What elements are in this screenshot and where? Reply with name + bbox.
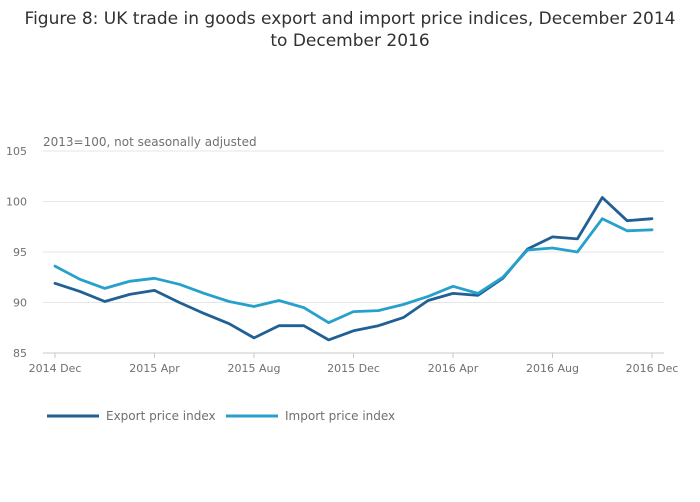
export-data-point[interactable]	[549, 233, 557, 241]
export-data-point[interactable]	[648, 215, 656, 223]
import-data-point[interactable]	[598, 215, 606, 223]
y-tick-label-95: 95	[13, 246, 27, 259]
import-data-point[interactable]	[474, 289, 482, 297]
x-tick-label: 2016 Apr	[428, 362, 479, 375]
import-data-point[interactable]	[449, 282, 457, 290]
import-data-point[interactable]	[524, 246, 532, 254]
export-data-point[interactable]	[175, 299, 183, 307]
legend-item-export[interactable]: Export price index	[47, 409, 216, 423]
export-data-point[interactable]	[76, 287, 84, 295]
import-data-point[interactable]	[51, 262, 59, 270]
import-data-point[interactable]	[225, 297, 233, 305]
export-data-point[interactable]	[200, 310, 208, 318]
series-export	[51, 193, 656, 344]
export-data-point[interactable]	[374, 322, 382, 330]
import-data-point[interactable]	[350, 308, 358, 316]
import-data-point[interactable]	[101, 284, 109, 292]
grid-lines	[43, 150, 664, 303]
series-import	[51, 215, 656, 327]
import-data-point[interactable]	[424, 292, 432, 300]
export-data-point[interactable]	[598, 193, 606, 201]
axes: 85 90 95 100 105 2014 Dec 2015 Apr 2015 Aug 2015…	[6, 145, 678, 375]
import-data-point[interactable]	[151, 274, 159, 282]
import-data-point[interactable]	[325, 319, 333, 327]
x-tick-label: 2016 Dec	[626, 362, 679, 375]
legend[interactable]: Export price index Import price index	[47, 409, 395, 423]
import-data-point[interactable]	[499, 273, 507, 281]
chart-note: 2013=100, not seasonally adjusted	[43, 135, 257, 149]
legend-label: Export price index	[106, 409, 216, 423]
export-data-point[interactable]	[250, 334, 258, 342]
export-data-point[interactable]	[399, 314, 407, 322]
legend-label: Import price index	[285, 409, 395, 423]
import-data-point[interactable]	[648, 226, 656, 234]
plot-area	[51, 193, 656, 344]
import-data-point[interactable]	[250, 303, 258, 311]
export-data-point[interactable]	[275, 322, 283, 330]
export-data-point[interactable]	[126, 290, 134, 298]
import-data-point[interactable]	[200, 289, 208, 297]
x-tick-label: 2016 Aug	[526, 362, 579, 375]
export-data-point[interactable]	[300, 322, 308, 330]
import-data-point[interactable]	[300, 304, 308, 312]
export-data-point[interactable]	[325, 336, 333, 344]
import-data-point[interactable]	[275, 296, 283, 304]
y-tick-label-85: 85	[13, 347, 27, 360]
export-data-point[interactable]	[449, 289, 457, 297]
export-data-point[interactable]	[225, 320, 233, 328]
x-tick-label: 2015 Dec	[327, 362, 380, 375]
export-data-point[interactable]	[350, 327, 358, 335]
import-data-point[interactable]	[76, 275, 84, 283]
x-tick-label: 2015 Aug	[228, 362, 281, 375]
import-data-point[interactable]	[175, 280, 183, 288]
y-tick-label-90: 90	[13, 297, 27, 310]
export-data-point[interactable]	[573, 235, 581, 243]
export-data-point[interactable]	[151, 286, 159, 294]
import-data-point[interactable]	[374, 307, 382, 315]
export-data-point[interactable]	[623, 217, 631, 225]
x-tick-label: 2014 Dec	[29, 362, 82, 375]
y-tick-label-105: 105	[6, 145, 27, 158]
x-tick-label: 2015 Apr	[129, 362, 180, 375]
export-price-line	[53, 196, 654, 342]
import-price-line	[53, 217, 654, 325]
import-data-point[interactable]	[623, 227, 631, 235]
import-data-point[interactable]	[549, 244, 557, 252]
import-data-point[interactable]	[126, 277, 134, 285]
legend-item-import[interactable]: Import price index	[226, 409, 395, 423]
import-data-point[interactable]	[573, 248, 581, 256]
export-data-point[interactable]	[51, 279, 59, 287]
y-tick-label-100: 100	[6, 196, 27, 209]
export-data-point[interactable]	[101, 297, 109, 305]
chart-title: Figure 8: UK trade in goods export and i…	[24, 9, 676, 51]
import-data-point[interactable]	[399, 301, 407, 309]
